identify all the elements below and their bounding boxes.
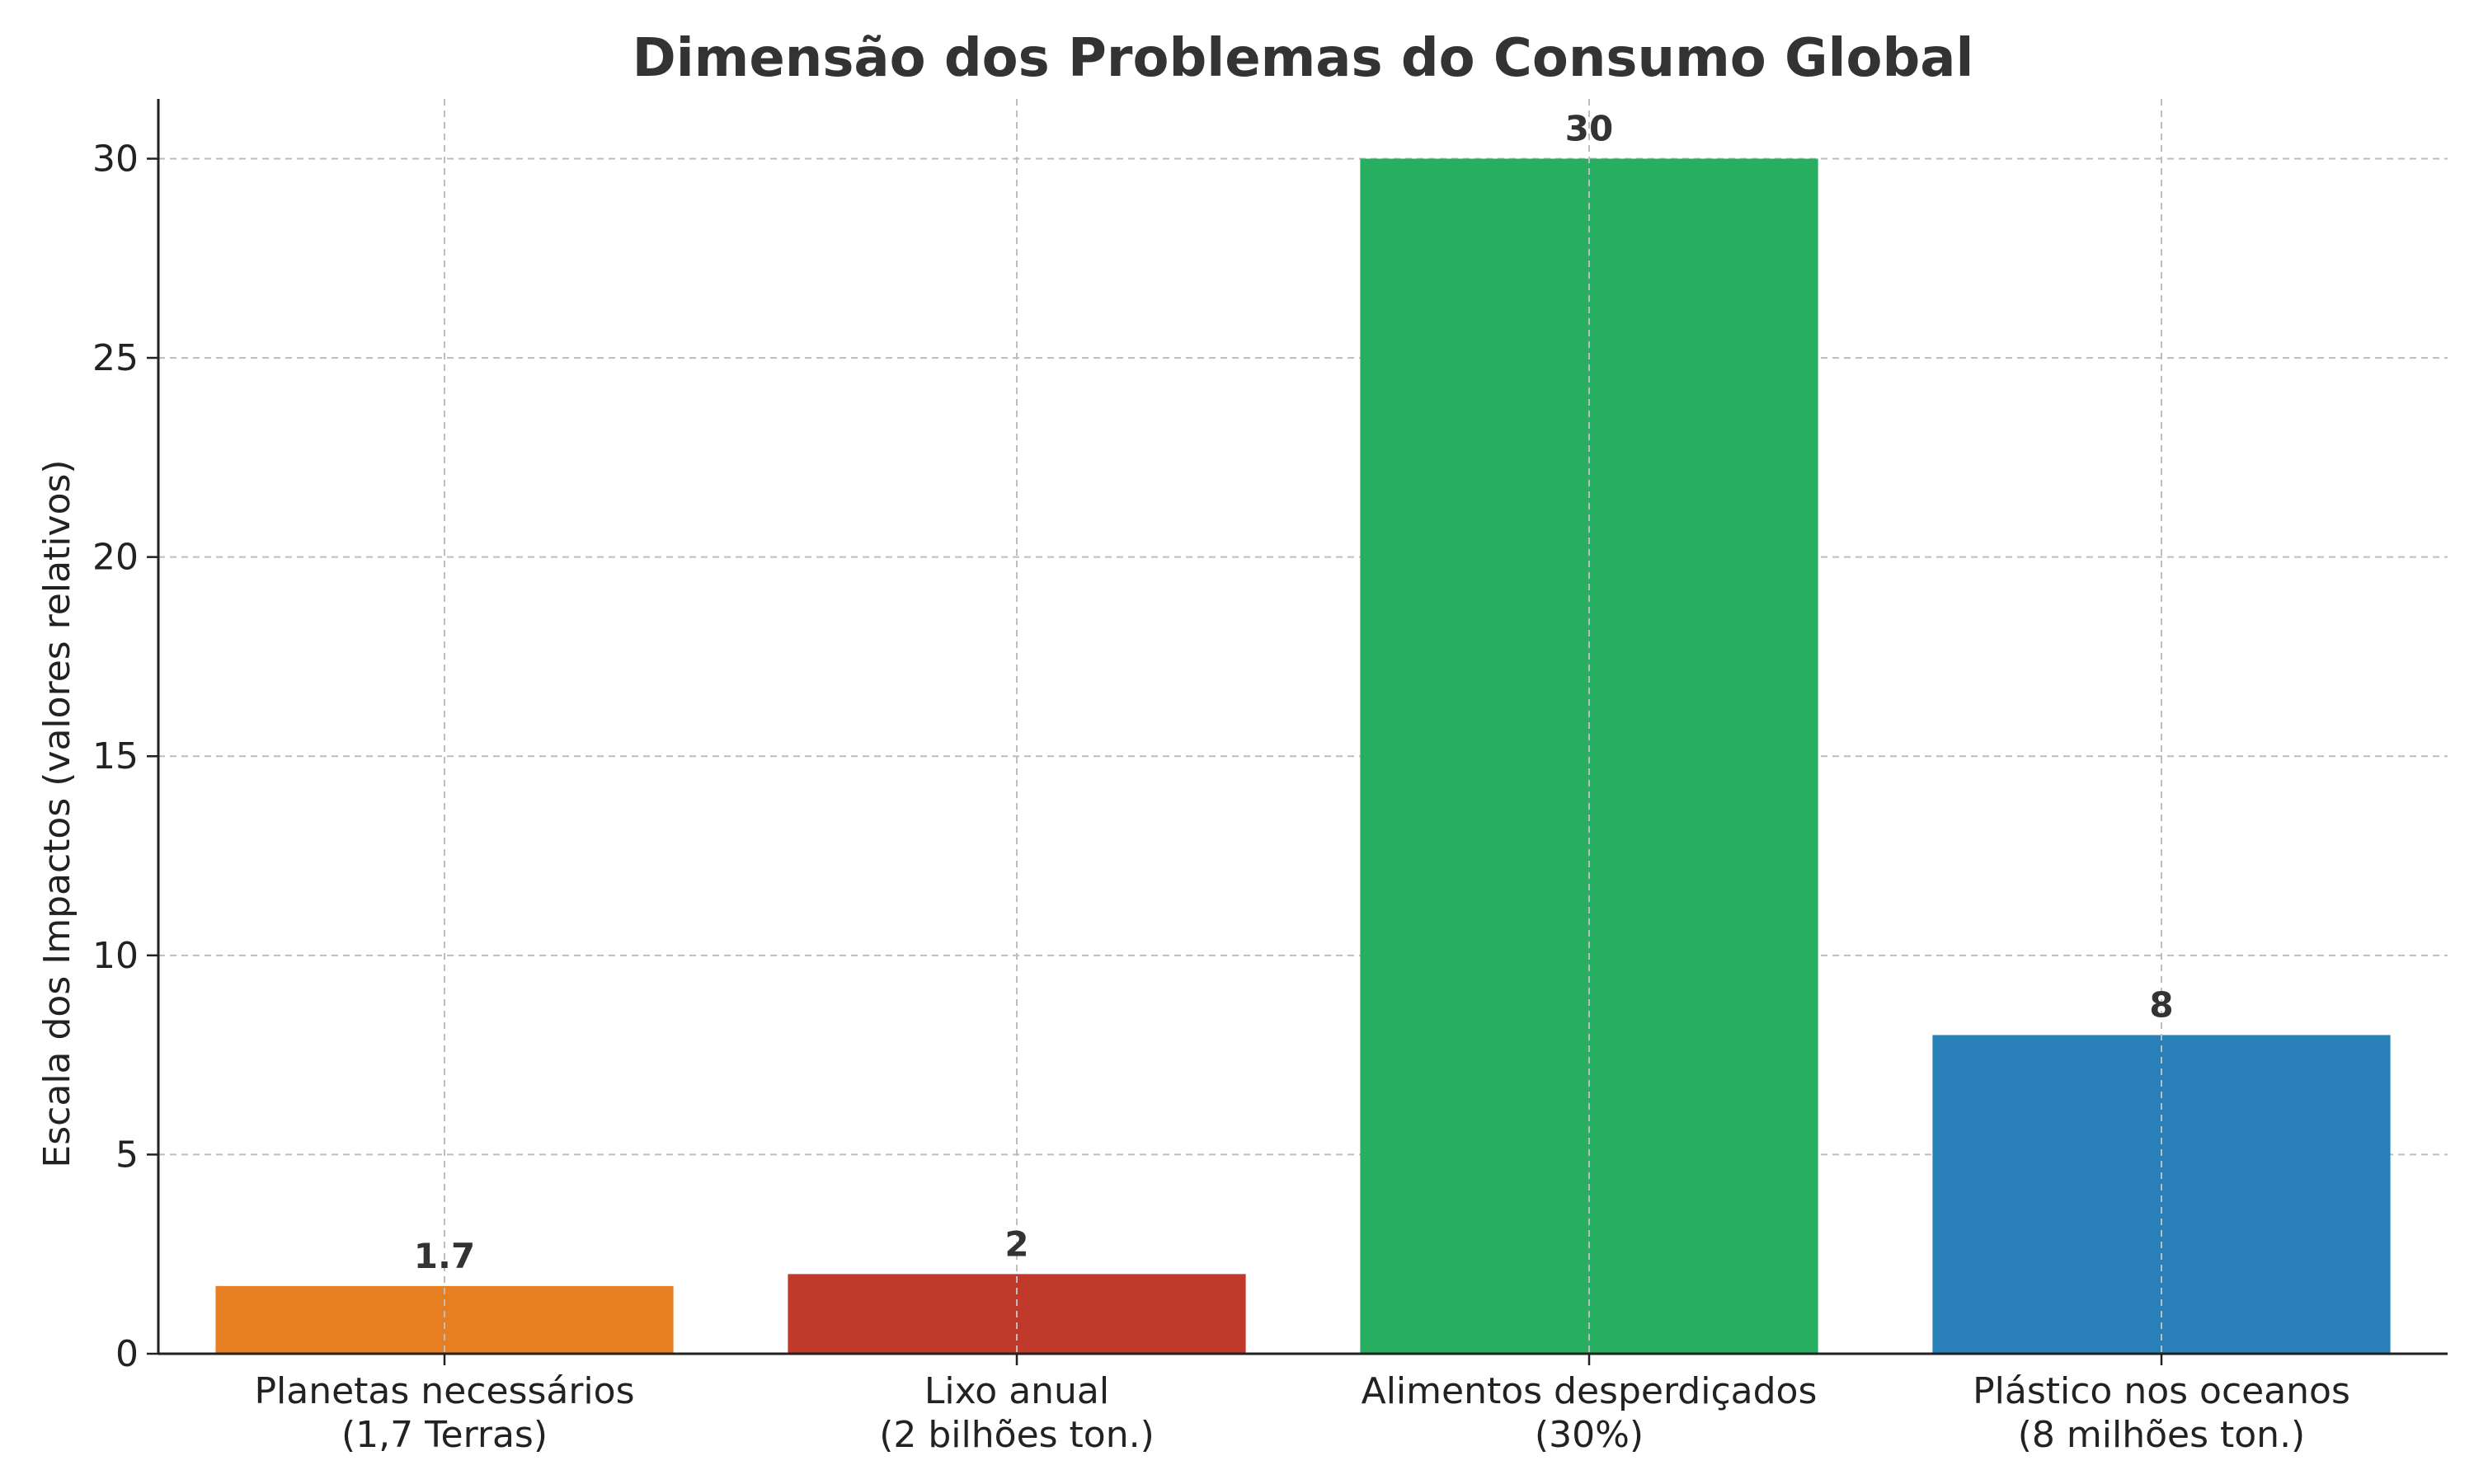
y-tick-label: 15 [92,735,139,777]
axes [147,99,2448,1365]
y-tick-label: 0 [115,1333,139,1375]
chart-title: Dimensão dos Problemas do Consumo Global [633,28,1974,89]
x-tick-label: Lixo anual (2 bilhões ton.) [879,1370,1155,1456]
data-label: 2 [1004,1223,1028,1264]
labels: 0 5 10 15 20 25 30 Planetas necessários (1,7 Ter… [92,108,2350,1456]
x-tick-label: Planetas necessários (1,7 Terras) [255,1370,635,1456]
y-tick-label: 5 [115,1134,139,1176]
vertical-grid-lines [444,99,2162,1354]
y-tick-label: 10 [92,935,139,977]
y-tick-label: 25 [92,337,139,379]
data-label: 8 [2149,984,2173,1025]
data-label: 1.7 [414,1236,475,1276]
data-label: 30 [1565,108,1613,148]
grid-lines [158,157,2448,1355]
y-axis-label: Escala dos Impactos (valores relativos) [36,459,78,1167]
y-tick-label: 30 [92,138,139,180]
y-tick-label: 20 [92,537,139,579]
x-tick-label: Alimentos desperdiçados (30%) [1362,1370,1818,1456]
x-tick-label: Plástico nos oceanos (8 milhões ton.) [1973,1370,2350,1456]
bar [215,1285,674,1354]
